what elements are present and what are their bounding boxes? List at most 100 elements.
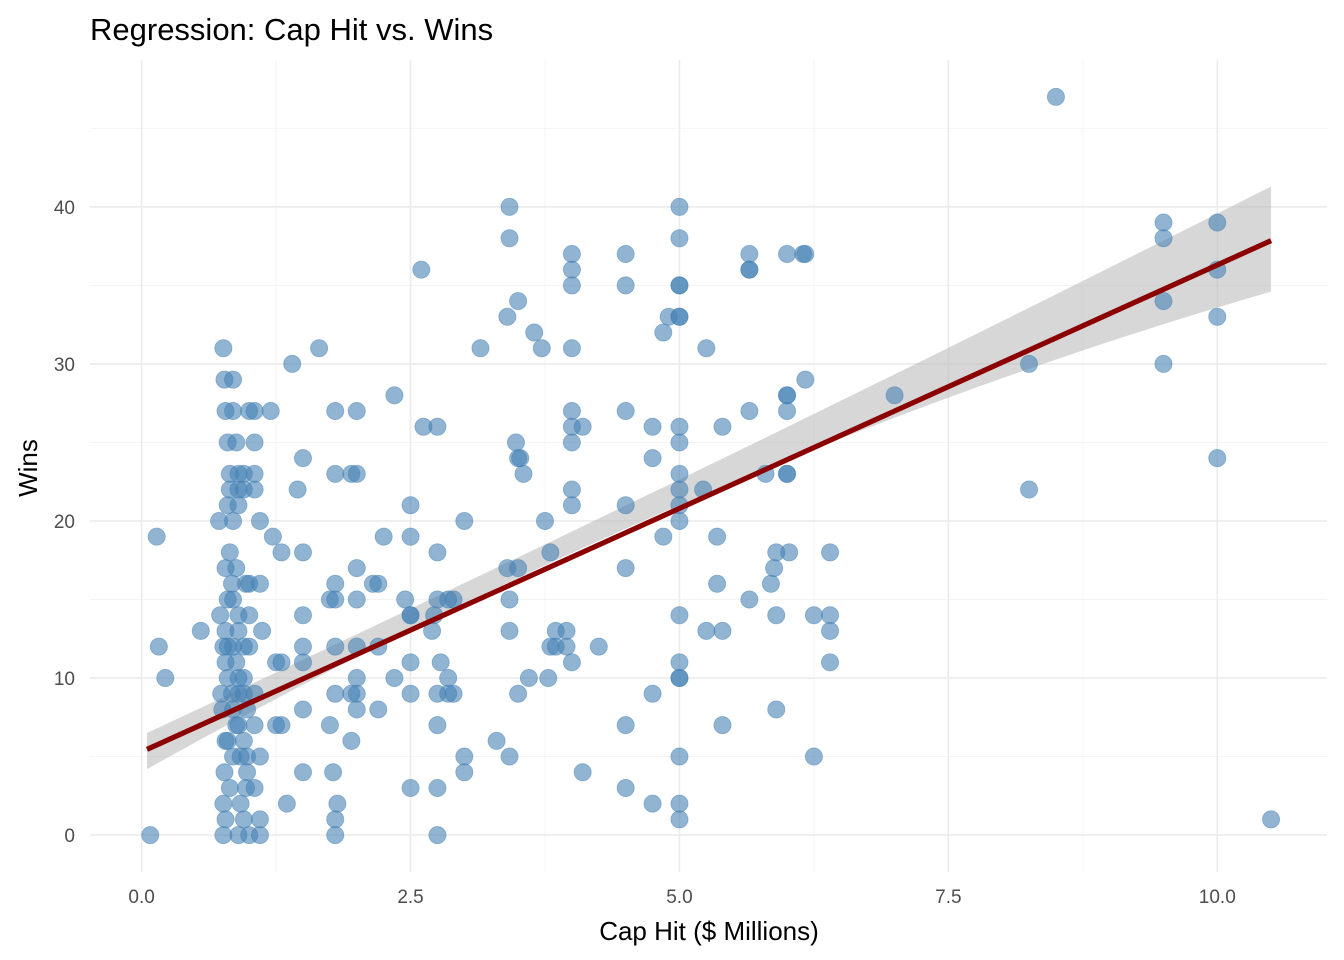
scatter-point [326,574,345,593]
scatter-point [401,684,420,703]
scatter-point [320,716,339,735]
scatter-point [885,386,904,405]
scatter-point [765,559,784,578]
scatter-point [539,669,558,688]
scatter-point [670,464,689,483]
scatter-point [455,747,474,766]
scatter-point [670,747,689,766]
scatter-point [277,794,296,813]
scatter-point [670,229,689,248]
scatter-point [250,511,269,530]
scatter-point [220,543,239,562]
scatter-point [536,511,555,530]
scatter-point [238,763,257,782]
scatter-point [401,496,420,515]
scatter-point [250,826,269,845]
scatter-point [326,826,345,845]
scatter-point [234,731,253,750]
scatter-point [708,527,727,546]
scatter-point [385,669,404,688]
scatter-point [326,637,345,656]
scatter-point [231,794,250,813]
scatter-point [670,794,689,813]
scatter-point [616,402,635,421]
scatter-point [1208,449,1227,468]
scatter-point [401,606,420,625]
scatter-point [562,402,581,421]
scatter-point [227,559,246,578]
scatter-point [541,543,560,562]
scatter-point [532,339,551,358]
scatter-point [616,778,635,797]
scatter-point [1208,213,1227,232]
scatter-point [156,669,175,688]
scatter-point [234,669,253,688]
y-tick-label: 20 [54,512,75,533]
scatter-point [245,716,264,735]
scatter-point [288,480,307,499]
scatter-point [821,621,840,640]
scatter-point [191,621,210,640]
scatter-point [804,606,823,625]
scatter-point [509,684,528,703]
scatter-point [573,763,592,782]
scatter-point [293,543,312,562]
regression-line [145,238,1273,752]
scatter-point [293,606,312,625]
scatter-point [324,763,343,782]
scatter-point [487,731,506,750]
scatter-point [401,778,420,797]
scatter-point [214,826,233,845]
scatter-point [713,716,732,735]
scatter-point [562,260,581,279]
scatter-point [796,244,815,263]
scatter-point [616,716,635,735]
scatter-point [498,307,517,326]
scatter-point [1020,480,1039,499]
scatter-point [670,810,689,829]
scatter-point [519,669,538,688]
chart-title: Regression: Cap Hit vs. Wins [90,12,493,47]
scatter-point [272,543,291,562]
scatter-point [1020,354,1039,373]
scatter-point [761,574,780,593]
scatter-point [293,449,312,468]
scatter-point [670,653,689,672]
scatter-point [616,244,635,263]
scatter-point [670,276,689,295]
scatter-point [263,527,282,546]
scatter-point [326,590,345,609]
scatter-point [697,339,716,358]
fit-line-layer [145,238,1273,752]
scatter-point [1154,229,1173,248]
scatter-point [218,669,237,688]
scatter-point [589,637,608,656]
scatter-point [272,716,291,735]
scatter-point [1154,292,1173,311]
x-tick-label: 10.0 [1199,887,1236,908]
scatter-point [821,543,840,562]
scatter-point [616,276,635,295]
scatter-point [455,763,474,782]
scatter-point [471,339,490,358]
scatter-point [347,402,366,421]
scatter-point [713,621,732,640]
scatter-point [500,229,519,248]
x-tick-label: 0.0 [128,887,154,908]
scatter-point [514,464,533,483]
scatter-point [506,433,525,452]
scatter-point [821,653,840,672]
scatter-point [670,307,689,326]
scatter-point [220,778,239,797]
confidence-band-layer [147,186,1272,770]
scatter-point [778,244,797,263]
scatter-point [562,339,581,358]
scatter-point [342,684,361,703]
scatter-point [562,653,581,672]
x-tick-label: 2.5 [397,887,423,908]
scatter-point [224,402,243,421]
scatter-point [253,621,272,640]
scatter-point [1208,307,1227,326]
scatter-point [670,511,689,530]
scatter-point [250,810,269,829]
